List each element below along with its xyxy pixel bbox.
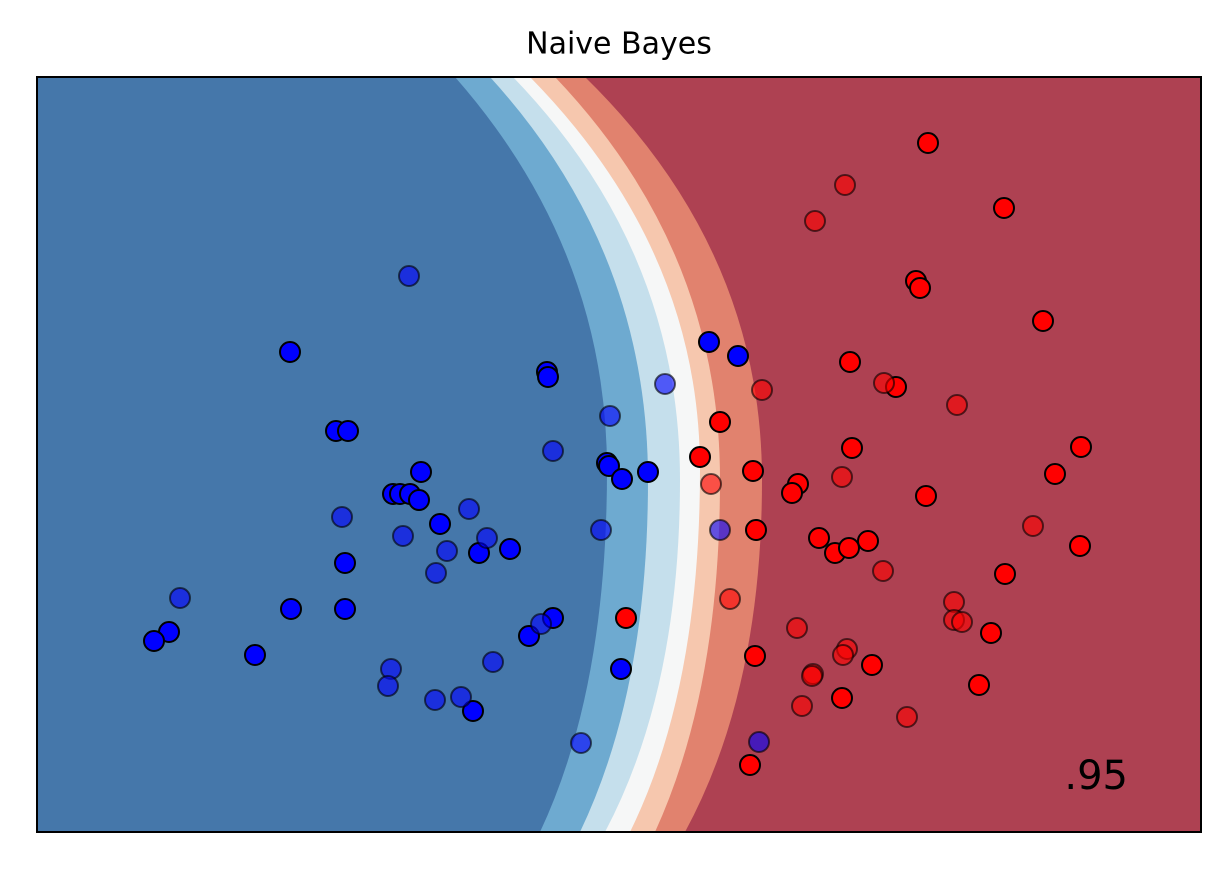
point — [781, 482, 803, 504]
point — [993, 197, 1015, 219]
point — [709, 411, 731, 433]
point — [909, 277, 931, 299]
plot-frame — [36, 76, 1202, 833]
point — [861, 654, 883, 676]
point — [537, 366, 559, 388]
point — [392, 525, 414, 547]
point — [590, 519, 612, 541]
point — [980, 622, 1002, 644]
point — [499, 538, 521, 560]
score-label: .95 — [1064, 753, 1128, 799]
point — [169, 587, 191, 609]
point — [917, 132, 939, 154]
point — [951, 611, 973, 633]
point — [1069, 535, 1091, 557]
point — [436, 540, 458, 562]
point — [615, 607, 637, 629]
point — [791, 695, 813, 717]
point — [458, 498, 480, 520]
point — [700, 473, 722, 495]
point — [408, 489, 430, 511]
point — [739, 754, 761, 776]
point — [839, 351, 861, 373]
point — [742, 460, 764, 482]
decision-regions — [37, 77, 1201, 832]
point — [334, 598, 356, 620]
point — [841, 437, 863, 459]
point — [873, 372, 895, 394]
point — [834, 174, 856, 196]
point — [872, 560, 894, 582]
point — [915, 485, 937, 507]
point — [748, 731, 770, 753]
point — [838, 537, 860, 559]
point — [143, 630, 165, 652]
point — [279, 341, 301, 363]
point — [331, 506, 353, 528]
point — [570, 732, 592, 754]
point — [744, 645, 766, 667]
point — [968, 674, 990, 696]
point — [801, 665, 823, 687]
point — [698, 331, 720, 353]
point — [804, 210, 826, 232]
point — [598, 455, 620, 477]
point — [1022, 515, 1044, 537]
point — [334, 552, 356, 574]
point — [610, 658, 632, 680]
point — [280, 598, 302, 620]
point — [709, 519, 731, 541]
point — [530, 613, 552, 635]
point — [832, 644, 854, 666]
point — [808, 527, 830, 549]
point — [946, 394, 968, 416]
point — [476, 527, 498, 549]
point — [719, 588, 741, 610]
points — [143, 132, 1092, 776]
point — [994, 563, 1016, 585]
point — [637, 461, 659, 483]
point — [410, 461, 432, 483]
region — [37, 77, 607, 832]
point — [1044, 463, 1066, 485]
point — [751, 379, 773, 401]
point — [1070, 436, 1092, 458]
point — [1032, 310, 1054, 332]
point — [896, 706, 918, 728]
point — [425, 562, 447, 584]
point — [424, 689, 446, 711]
point — [611, 468, 633, 490]
point — [398, 265, 420, 287]
point — [654, 373, 676, 395]
point — [831, 466, 853, 488]
point — [450, 686, 472, 708]
point — [337, 420, 359, 442]
point — [599, 405, 621, 427]
point — [689, 446, 711, 468]
point — [727, 345, 749, 367]
point — [745, 519, 767, 541]
point — [786, 617, 808, 639]
point — [857, 530, 879, 552]
point — [542, 440, 564, 462]
point — [429, 513, 451, 535]
point — [482, 651, 504, 673]
point — [377, 675, 399, 697]
point — [831, 687, 853, 709]
point — [462, 700, 484, 722]
chart-title: Naive Bayes — [526, 27, 712, 62]
point — [244, 644, 266, 666]
